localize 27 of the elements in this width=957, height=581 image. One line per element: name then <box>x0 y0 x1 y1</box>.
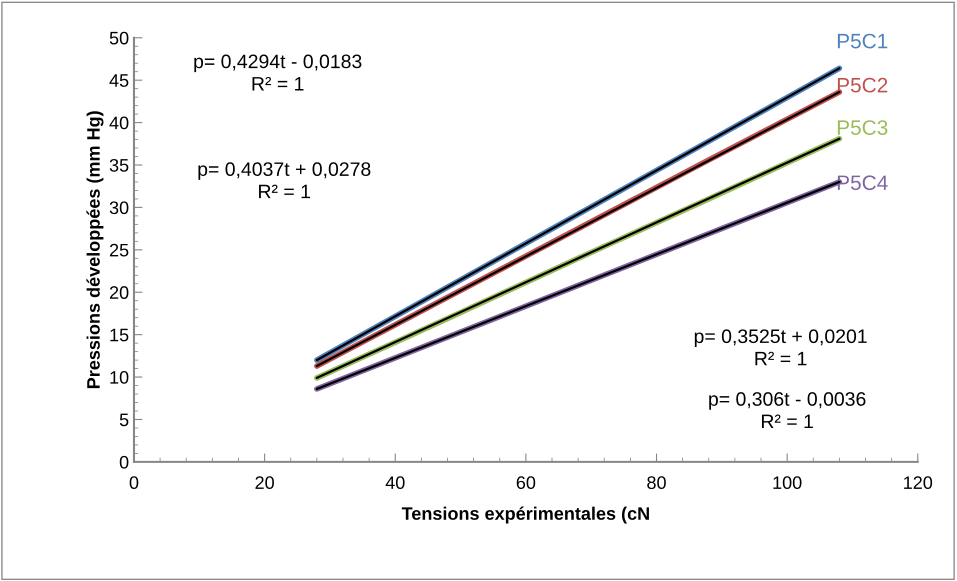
y-tick-label: 0 <box>120 456 128 469</box>
x-tick-label: 0 <box>130 476 138 490</box>
annotation: p= 0,4037t + 0,0278 R² = 1 <box>198 162 370 198</box>
x-axis-title: Tensions expérimentales (cN <box>402 506 649 524</box>
y-tick-label: 5 <box>120 414 128 426</box>
x-tick-label: 40 <box>386 476 405 490</box>
x-tick-label: 100 <box>773 476 802 490</box>
annotation: p= 0,306t - 0,0036 R² = 1 <box>709 392 866 428</box>
y-tick-label: 35 <box>110 158 128 172</box>
x-tick-label: 120 <box>904 476 932 490</box>
y-tick-label: 45 <box>109 74 128 87</box>
x-tick-label: 80 <box>647 476 666 490</box>
series-label: P5C1 <box>838 34 888 48</box>
series-label: P5C2 <box>838 78 888 93</box>
x-tick-label: 20 <box>255 476 274 490</box>
y-tick-label: 40 <box>109 116 128 130</box>
y-tick-label: 30 <box>110 201 128 214</box>
y-tick-label: 10 <box>110 371 128 384</box>
annotation: p= 0,3525t + 0,0201 R² = 1 <box>694 329 867 366</box>
y-axis-title: Pressions développées (mm Hg) <box>86 111 104 388</box>
y-tick-label: 25 <box>110 244 128 257</box>
x-tick-label: 60 <box>516 476 536 490</box>
y-tick-label: 15 <box>110 328 128 342</box>
annotation: p= 0,4294t - 0,0183 R² = 1 <box>194 54 362 90</box>
series-label: P5C3 <box>838 120 888 135</box>
y-tick-label: 50 <box>110 32 128 44</box>
y-tick-label: 20 <box>110 286 128 299</box>
